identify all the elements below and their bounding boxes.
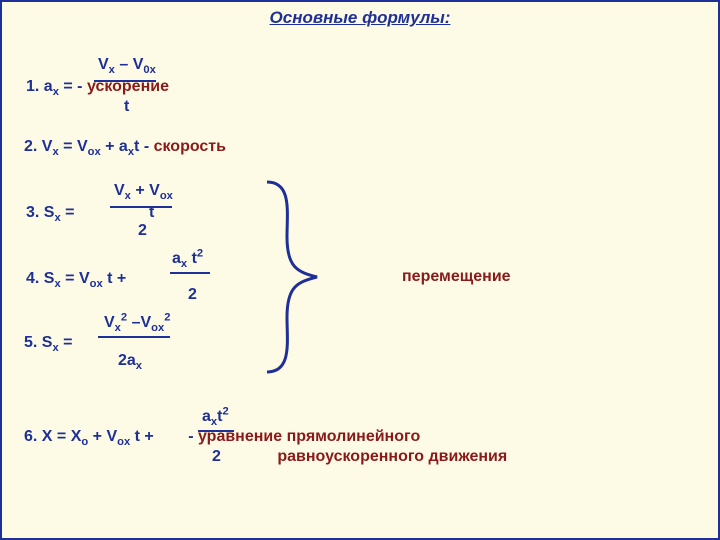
f1-numerator: Vx – V0x (98, 56, 156, 73)
f3-frac-line (110, 206, 172, 208)
f2-text: 2. Vx = Vox + axt - (24, 138, 154, 155)
f1-denom: t (124, 98, 129, 115)
f5-lhs: 5. Sx = (24, 334, 73, 351)
f6-dash: - (188, 428, 198, 445)
f4-numerator: ax t2 (172, 250, 203, 267)
f1-lhs: 1. ax = (26, 78, 77, 95)
f2-desc: cкорость (154, 138, 226, 155)
f1-dash: - (77, 78, 87, 95)
f5-denom: 2ax (118, 352, 142, 369)
f6-numerator: axt2 (202, 408, 229, 425)
f4-denom: 2 (188, 286, 197, 303)
f5-numerator: Vx2 –Vox2 (104, 314, 170, 331)
f1-frac-line (94, 80, 156, 82)
f3-lhs: 3. Sx = (26, 204, 79, 221)
f6-frac-line (198, 430, 234, 432)
f6-lhs: 6. X = Xo + Vox t + (24, 428, 158, 445)
f5-frac-line (98, 336, 170, 338)
f6-desc2: равноускоренного движения (277, 448, 507, 465)
slide-title: Основные формулы: (2, 2, 718, 28)
group-label: перемещение (402, 268, 511, 285)
f6-denom: 2 (212, 448, 221, 465)
f3-denom: 2 (138, 222, 147, 239)
f3-numerator: Vx + Vox (114, 182, 173, 199)
slide-canvas: Основные формулы: Vx – V0x 1. ax = - уск… (0, 0, 720, 540)
